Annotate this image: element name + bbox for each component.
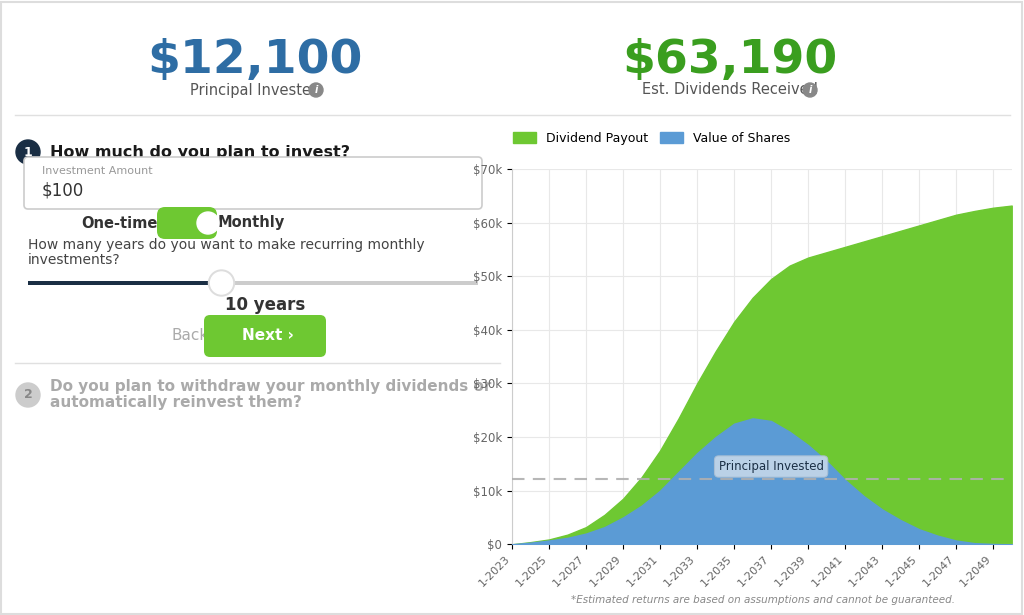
Text: How much do you plan to invest?: How much do you plan to invest? xyxy=(50,145,350,159)
Text: Principal Invested: Principal Invested xyxy=(189,82,321,98)
Text: 10 years: 10 years xyxy=(225,296,305,314)
Bar xyxy=(28,281,221,285)
Circle shape xyxy=(16,383,40,407)
Text: Next ›: Next › xyxy=(242,328,294,344)
Text: 1: 1 xyxy=(24,146,33,159)
Text: Back: Back xyxy=(171,328,209,344)
Text: automatically reinvest them?: automatically reinvest them? xyxy=(50,395,302,410)
Text: $100: $100 xyxy=(42,181,84,199)
Circle shape xyxy=(211,272,232,294)
FancyBboxPatch shape xyxy=(157,207,217,239)
Circle shape xyxy=(16,140,40,164)
Text: $63,190: $63,190 xyxy=(623,38,838,82)
FancyBboxPatch shape xyxy=(24,157,482,209)
Text: 2: 2 xyxy=(24,389,33,402)
Text: Principal Invested: Principal Invested xyxy=(719,460,823,473)
Text: Est. Dividends Received: Est. Dividends Received xyxy=(642,82,818,98)
Circle shape xyxy=(803,83,817,97)
Text: i: i xyxy=(314,85,317,95)
Circle shape xyxy=(309,83,323,97)
Text: i: i xyxy=(808,85,812,95)
Circle shape xyxy=(197,212,219,234)
Text: One-time: One-time xyxy=(82,215,158,231)
Text: investments?: investments? xyxy=(28,253,121,267)
Bar xyxy=(28,281,478,285)
Circle shape xyxy=(209,270,234,296)
Text: Monthly: Monthly xyxy=(218,215,286,231)
Text: Investment Amount: Investment Amount xyxy=(42,166,153,176)
Text: Do you plan to withdraw your monthly dividends or: Do you plan to withdraw your monthly div… xyxy=(50,379,492,394)
Text: *Estimated returns are based on assumptions and cannot be guaranteed.: *Estimated returns are based on assumpti… xyxy=(571,595,954,605)
FancyBboxPatch shape xyxy=(204,315,326,357)
Text: $12,100: $12,100 xyxy=(147,38,362,82)
Legend: Dividend Payout, Value of Shares: Dividend Payout, Value of Shares xyxy=(508,127,795,149)
Text: How many years do you want to make recurring monthly: How many years do you want to make recur… xyxy=(28,238,425,252)
